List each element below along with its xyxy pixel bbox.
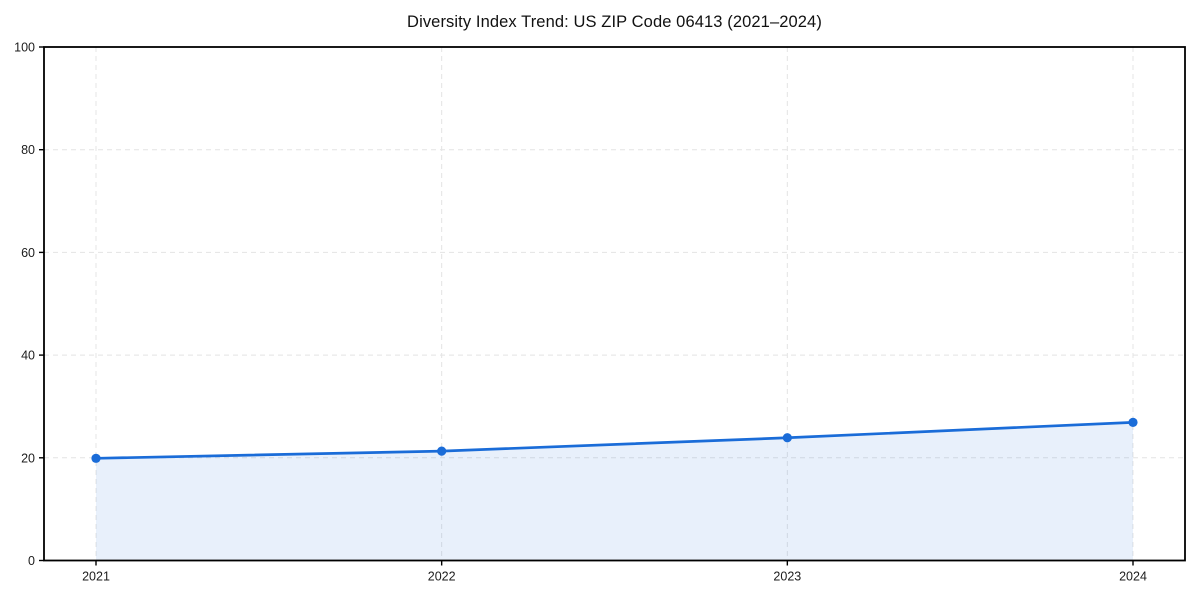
- y-tick-label: 0: [28, 554, 35, 568]
- x-tick-label: 2024: [1119, 570, 1147, 584]
- y-tick-label: 40: [21, 349, 35, 363]
- x-tick-label: 2021: [82, 570, 110, 584]
- y-tick-label: 80: [21, 143, 35, 157]
- data-point-marker: [782, 433, 792, 443]
- x-tick-label: 2023: [773, 570, 801, 584]
- x-tick-label: 2022: [428, 570, 456, 584]
- data-point-marker: [91, 453, 101, 463]
- area-fill: [96, 422, 1133, 561]
- y-tick-label: 20: [21, 451, 35, 465]
- data-point-marker: [1128, 417, 1138, 427]
- trend-line: [94, 421, 1135, 460]
- y-tick-label: 100: [14, 41, 35, 55]
- data-point-marker: [437, 446, 447, 456]
- chart-title: Diversity Index Trend: US ZIP Code 06413…: [407, 13, 822, 31]
- y-tick-label: 60: [21, 246, 35, 260]
- plot-border: [43, 46, 1186, 562]
